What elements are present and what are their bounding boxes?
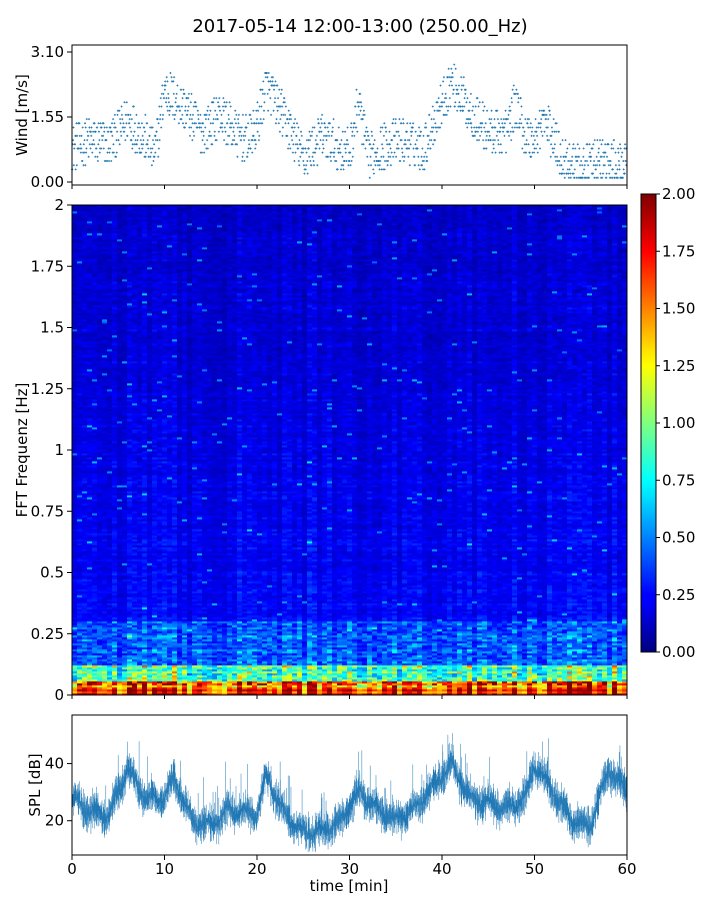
wind-y-axis-label: Wind [m/s] xyxy=(13,74,31,156)
spectrogram-heatmap xyxy=(72,205,627,695)
wind-y-tick-label: 3.10 xyxy=(31,43,64,61)
wind-y-ticks: 0.00 1.55 3.10 xyxy=(31,43,72,191)
wind-y-tick-label: 0.00 xyxy=(31,173,64,191)
wind-panel: 0.00 1.55 3.10 Wind [m/s] xyxy=(13,43,628,191)
figure-title: 2017-05-14 12:00-13:00 (250.00_Hz) xyxy=(192,16,527,37)
wind-x-ticks xyxy=(72,185,627,189)
wind-y-tick-label: 1.55 xyxy=(31,108,64,126)
